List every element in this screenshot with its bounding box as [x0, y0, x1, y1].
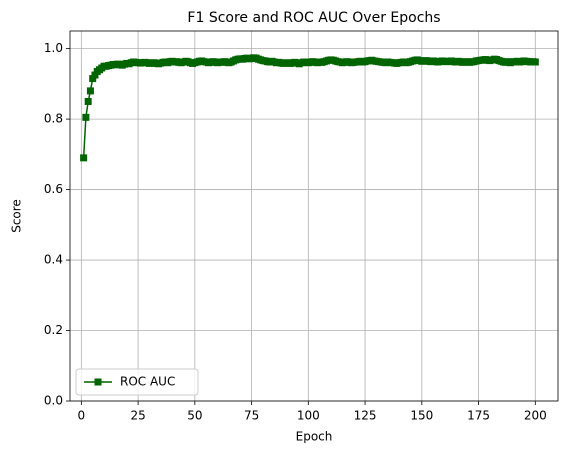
- marker: [80, 154, 88, 162]
- chart-title: F1 Score and ROC AUC Over Epochs: [187, 10, 440, 26]
- y-tick-label: 0.6: [44, 182, 63, 196]
- marker: [86, 87, 94, 95]
- marker: [84, 97, 92, 105]
- axes-frame: [69, 30, 559, 402]
- x-tick-label: 150: [410, 409, 433, 423]
- x-axis-label: Epoch: [296, 430, 333, 444]
- marker: [91, 71, 99, 79]
- x-tick-label: 200: [524, 409, 547, 423]
- marker: [531, 58, 539, 66]
- x-tick-label: 50: [187, 409, 202, 423]
- y-tick-label: 1.0: [44, 41, 63, 55]
- marker: [82, 113, 90, 121]
- x-tick-label: 175: [467, 409, 490, 423]
- y-tick-label: 0.2: [44, 323, 63, 337]
- x-tick-label: 0: [78, 409, 86, 423]
- x-tick-label: 25: [130, 409, 145, 423]
- y-tick-label: 0.4: [44, 253, 63, 267]
- legend-label: ROC AUC: [120, 375, 175, 389]
- legend-box: [75, 368, 199, 396]
- marker: [89, 75, 97, 83]
- y-axis-label: Score: [10, 199, 24, 233]
- y-tick-label: 0.0: [44, 394, 63, 408]
- y-tick-label: 0.8: [44, 112, 63, 126]
- x-tick-label: 75: [244, 409, 259, 423]
- x-tick-label: 125: [354, 409, 377, 423]
- legend-marker: [94, 378, 102, 386]
- x-tick-label: 100: [297, 409, 320, 423]
